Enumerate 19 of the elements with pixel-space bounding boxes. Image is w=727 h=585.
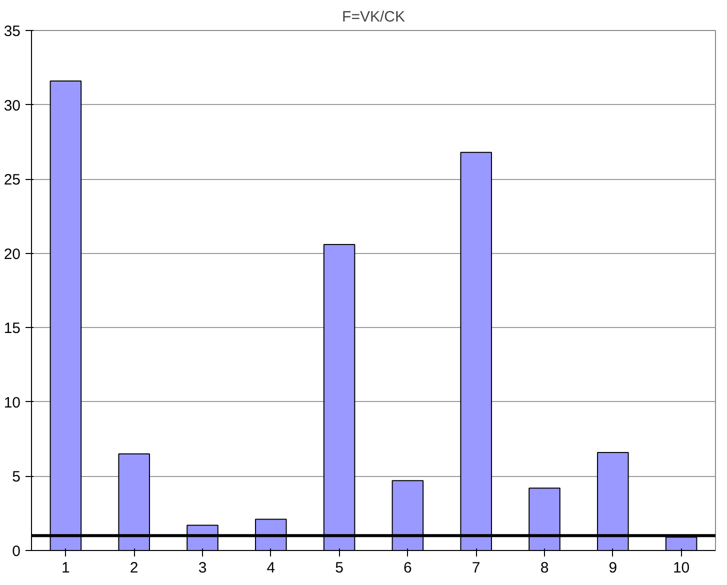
y-tick-label: 35: [4, 23, 21, 40]
x-tick-label: 6: [404, 560, 412, 576]
y-tick-label: 5: [12, 468, 20, 486]
y-tick-label: 15: [4, 320, 21, 338]
y-tick-label: 20: [4, 246, 21, 263]
y-tick-label: 30: [4, 97, 21, 114]
y-tick-label: 10: [4, 394, 21, 412]
y-tick-label: 25: [4, 172, 21, 189]
x-tick-label: 7: [472, 560, 480, 576]
x-tick-label: 10: [672, 560, 690, 576]
x-tick-label: 9: [608, 560, 618, 576]
x-tick-label: 2: [130, 560, 138, 576]
x-tick-label: 4: [266, 560, 276, 576]
x-tick-label: 3: [198, 560, 207, 576]
y-tick-label: 0: [12, 543, 20, 560]
chart-title: F=VK/CK: [342, 8, 405, 26]
x-tick-label: 8: [540, 560, 549, 576]
x-tick-label: 1: [62, 560, 70, 576]
x-tick-label: 5: [335, 560, 344, 576]
